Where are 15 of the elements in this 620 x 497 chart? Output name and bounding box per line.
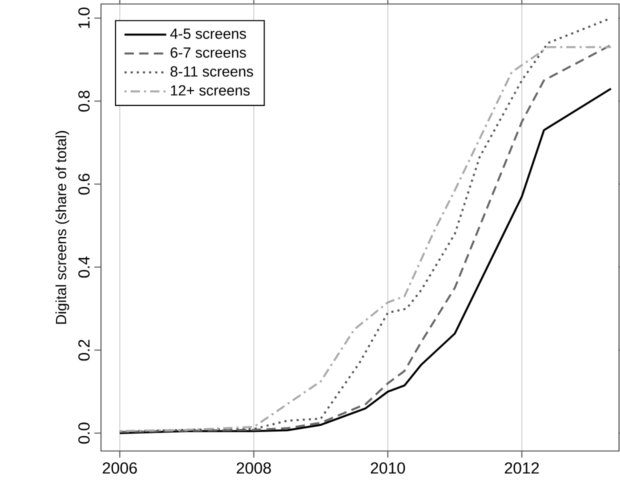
- y-tick-label: 0.8: [78, 90, 90, 112]
- legend-label: 8-11 screens: [170, 66, 254, 77]
- y-axis-title: Digital screens (share of total): [55, 131, 70, 324]
- y-tick-label: 0.6: [78, 174, 90, 195]
- y-tick-label: 0.2: [78, 340, 90, 361]
- legend-label: 12+ screens: [171, 85, 250, 96]
- x-tick-label: 2006: [102, 462, 137, 474]
- x-tick-label: 2012: [504, 462, 539, 474]
- x-tick-label: 2010: [370, 462, 405, 474]
- x-tick-label: 2008: [236, 462, 271, 474]
- y-tick-label: 1.0: [78, 8, 90, 28]
- y-tick-label: 0.0: [78, 422, 90, 444]
- y-tick-label: 0.4: [78, 256, 90, 278]
- legend-label: 6-7 screens: [170, 47, 246, 58]
- legend-label: 4-5 screens: [170, 28, 246, 39]
